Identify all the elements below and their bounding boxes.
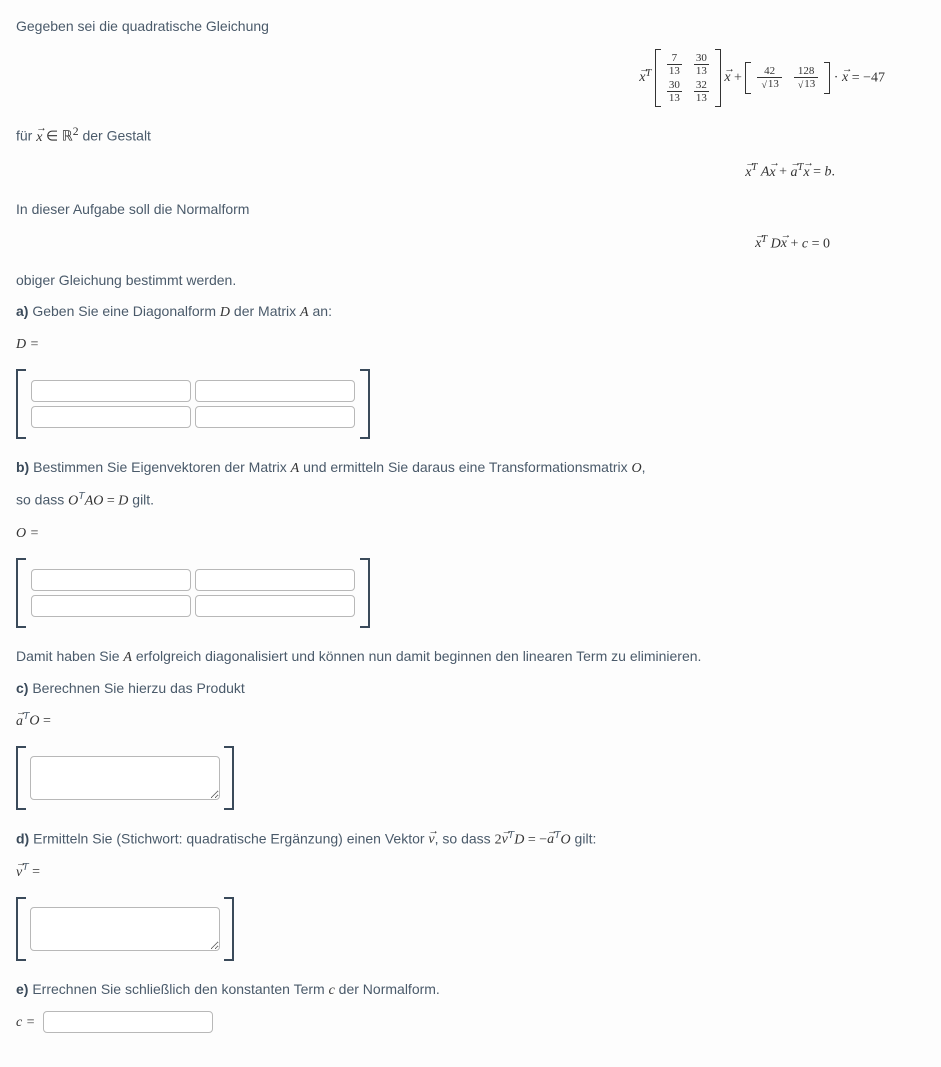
c-input[interactable] bbox=[43, 1011, 213, 1033]
domain-text: für x ∈ ℝ2 der Gestalt bbox=[16, 123, 925, 148]
normalform-outro: obiger Gleichung bestimmt werden. bbox=[16, 270, 925, 291]
equation-2: xT Ax + aTx = b. bbox=[16, 160, 925, 183]
normalform-intro: In dieser Aufgabe soll die Normalform bbox=[16, 199, 925, 220]
part-b: b) Bestimmen Sie Eigenvektoren der Matri… bbox=[16, 457, 925, 642]
O-12-input[interactable] bbox=[195, 569, 355, 591]
matrix-input-O bbox=[16, 558, 370, 628]
aTO-input[interactable] bbox=[30, 756, 220, 800]
row-input-aTO bbox=[16, 746, 234, 810]
part-c: c) Berechnen Sie hierzu das Produkt aTO … bbox=[16, 678, 925, 824]
intro-text: Gegeben sei die quadratische Gleichung bbox=[16, 16, 925, 37]
matrix-input-D bbox=[16, 369, 370, 439]
O-11-input[interactable] bbox=[31, 569, 191, 591]
D-21-input[interactable] bbox=[31, 406, 191, 428]
part-e: e) Errechnen Sie schließlich den konstan… bbox=[16, 979, 925, 1033]
O-21-input[interactable] bbox=[31, 595, 191, 617]
D-22-input[interactable] bbox=[195, 406, 355, 428]
D-12-input[interactable] bbox=[195, 380, 355, 402]
equation-1: xT 713 3013 3013 3213 x + 4213 12813 · x… bbox=[16, 49, 925, 107]
D-11-input[interactable] bbox=[31, 380, 191, 402]
equation-3: xT Dx + c = 0 bbox=[16, 232, 925, 255]
part-d: d) Ermitteln Sie (Stichwort: quadratisch… bbox=[16, 828, 925, 975]
vT-input[interactable] bbox=[30, 907, 220, 951]
part-a: a) Geben Sie eine Diagonalform D der Mat… bbox=[16, 301, 925, 453]
row-input-vT bbox=[16, 897, 234, 961]
mid-text: Damit haben Sie A erfolgreich diagonalis… bbox=[16, 646, 925, 668]
O-22-input[interactable] bbox=[195, 595, 355, 617]
